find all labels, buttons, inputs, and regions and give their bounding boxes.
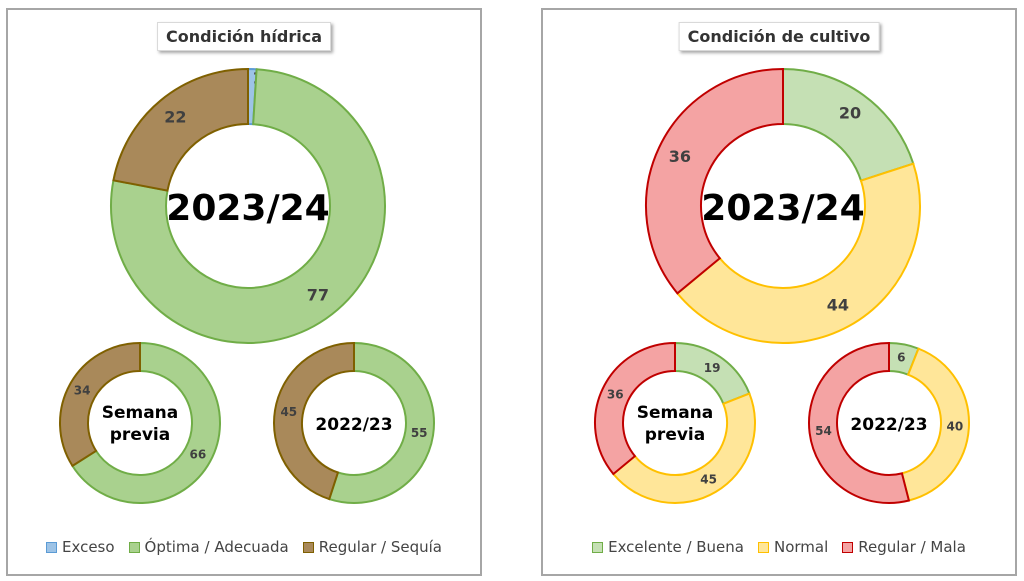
legend-swatch-regular-sequia [302, 541, 314, 553]
donut-slice-2023-24-excelente-buena [782, 67, 915, 182]
data-label-2023-24-normal: 44 [827, 295, 849, 314]
data-label-semana-previa-regular-sequia: 34 [74, 384, 91, 398]
center-label-2023-24: 2023/24 [166, 188, 329, 229]
data-label-2022-23-excelente-buena: 6 [897, 351, 905, 365]
legend-swatch-regular-mala [842, 541, 854, 553]
donut-slice-semana-previa-regular-mala [594, 341, 676, 476]
chart-panel-hidrica: Condición hídrica 177222023/246634Semana… [6, 8, 482, 576]
donut-slice-semana-previa-optima-adecuada [71, 341, 221, 504]
data-label-2023-24-regular-sequia: 22 [164, 108, 186, 127]
center-label-semana-previa-line: Semana [102, 403, 179, 423]
data-label-semana-previa-optima-adecuada: 66 [189, 447, 206, 461]
legend-swatch-optima-adecuada [128, 541, 140, 553]
donut-slice-2023-24-regular-mala [645, 67, 784, 295]
center-label-semana-previa-line: Semana [637, 403, 714, 423]
legend-label-optima-adecuada: Óptima / Adecuada [144, 538, 289, 556]
legend-item-optima-adecuada: Óptima / Adecuada [128, 538, 289, 556]
data-label-2022-23-regular-mala: 54 [815, 424, 832, 438]
data-label-2022-23-optima-adecuada: 55 [411, 426, 428, 440]
data-label-2022-23-normal: 40 [947, 420, 964, 434]
data-label-2023-24-regular-mala: 36 [669, 147, 691, 166]
data-label-2023-24-excelente-buena: 20 [839, 103, 861, 122]
legend-label-normal: Normal [774, 538, 829, 556]
center-label-2022-23: 2022/23 [850, 415, 927, 435]
donut-slice-semana-previa-normal [611, 392, 756, 504]
data-label-semana-previa-normal: 45 [700, 472, 717, 486]
chart-title-hidrica: Condición hídrica [157, 22, 331, 51]
legend-swatch-excelente-buena [592, 541, 604, 553]
donut-slice-2023-24-regular-sequia [112, 67, 249, 192]
legend-item-excelente-buena: Excelente / Buena [592, 538, 744, 556]
legend-label-regular-sequia: Regular / Sequía [318, 538, 442, 556]
chart-title-cultivo: Condición de cultivo [678, 22, 880, 51]
legend-item-regular-sequia: Regular / Sequía [302, 538, 442, 556]
center-label-semana-previa-line: previa [110, 425, 170, 445]
legend-hidrica: Exceso Óptima / Adecuada Regular / Sequía [8, 538, 480, 556]
data-label-semana-previa-excelente-buena: 19 [704, 361, 721, 375]
donut-slice-2022-23-regular-sequia [273, 341, 355, 501]
center-label-semana-previa-line: previa [645, 425, 705, 445]
legend-label-exceso: Exceso [61, 538, 115, 556]
legend-item-normal: Normal [758, 538, 828, 556]
data-label-semana-previa-regular-mala: 36 [607, 387, 624, 401]
legend-item-exceso: Exceso [45, 538, 115, 556]
donut-slice-2022-23-regular-mala [808, 341, 911, 504]
donut-slice-2022-23-normal [900, 347, 970, 502]
data-label-2023-24-optima-adecuada: 77 [307, 286, 329, 305]
center-label-2022-23: 2022/23 [315, 415, 392, 435]
donut-slice-2023-24-normal [676, 162, 921, 344]
donut-slice-2022-23-optima-adecuada [328, 341, 435, 504]
legend-swatch-exceso [45, 541, 57, 553]
donut-slice-2023-24-optima-adecuada [110, 68, 386, 344]
legend-label-excelente-buena: Excelente / Buena [608, 538, 744, 556]
legend-label-regular-mala: Regular / Mala [858, 538, 966, 556]
chart-panel-cultivo: Condición de cultivo 20 44 36 2023/24 19 45 36… [541, 8, 1017, 576]
legend-cultivo: Excelente / Buena Normal Regular / Mala [543, 538, 1015, 556]
center-label-2023-24: 2023/24 [701, 188, 864, 229]
donut-slice-semana-previa-regular-sequia [59, 341, 141, 468]
legend-swatch-normal [758, 541, 769, 553]
legend-item-regular-mala: Regular / Mala [842, 538, 966, 556]
data-label-2022-23-regular-sequia: 45 [280, 405, 297, 419]
